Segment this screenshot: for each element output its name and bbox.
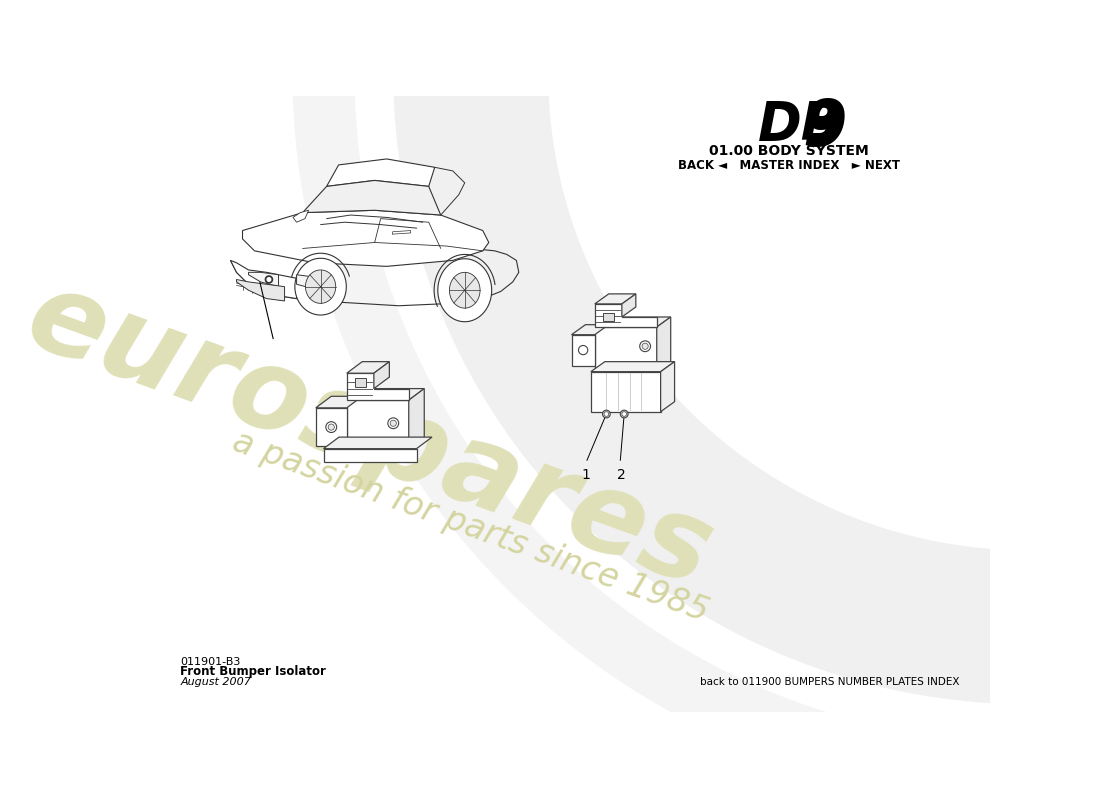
Text: 9: 9	[803, 98, 847, 159]
Polygon shape	[242, 210, 488, 266]
Text: 2: 2	[617, 468, 626, 482]
Text: 1: 1	[581, 468, 590, 482]
Circle shape	[642, 343, 648, 350]
Polygon shape	[572, 325, 608, 334]
Circle shape	[603, 410, 611, 418]
Polygon shape	[661, 362, 674, 412]
Polygon shape	[249, 272, 278, 286]
Polygon shape	[657, 317, 671, 373]
Polygon shape	[595, 294, 636, 304]
Polygon shape	[231, 260, 297, 298]
Polygon shape	[297, 274, 315, 289]
Polygon shape	[316, 396, 362, 408]
Polygon shape	[409, 389, 425, 450]
Polygon shape	[603, 313, 614, 321]
Circle shape	[640, 341, 650, 352]
Circle shape	[326, 422, 337, 433]
Polygon shape	[346, 400, 409, 450]
Text: 01.00 BODY SYSTEM: 01.00 BODY SYSTEM	[708, 145, 868, 158]
Polygon shape	[236, 279, 285, 301]
Polygon shape	[394, 0, 1100, 704]
Text: eurospares: eurospares	[13, 259, 727, 610]
Polygon shape	[323, 449, 417, 462]
Circle shape	[267, 278, 271, 282]
Polygon shape	[346, 362, 389, 373]
Polygon shape	[327, 159, 434, 186]
Circle shape	[620, 410, 628, 418]
Polygon shape	[354, 378, 366, 387]
Circle shape	[265, 276, 273, 283]
Circle shape	[579, 346, 587, 354]
Text: a passion for parts since 1985: a passion for parts since 1985	[228, 426, 713, 629]
Circle shape	[390, 420, 396, 426]
Polygon shape	[323, 437, 432, 449]
Text: DB: DB	[758, 99, 842, 151]
Polygon shape	[306, 270, 336, 303]
Circle shape	[621, 412, 627, 416]
Text: Front Bumper Isolator: Front Bumper Isolator	[180, 666, 326, 678]
Polygon shape	[450, 272, 480, 308]
Circle shape	[604, 412, 608, 416]
Polygon shape	[595, 304, 657, 327]
Polygon shape	[295, 258, 346, 315]
Polygon shape	[302, 181, 441, 215]
Polygon shape	[591, 362, 674, 372]
Polygon shape	[591, 372, 661, 412]
Text: back to 011900 BUMPERS NUMBER PLATES INDEX: back to 011900 BUMPERS NUMBER PLATES IND…	[700, 677, 959, 687]
Circle shape	[328, 424, 334, 430]
Polygon shape	[293, 0, 1028, 800]
Text: August 2007: August 2007	[180, 677, 251, 687]
Text: 011901-B3: 011901-B3	[180, 657, 241, 667]
Polygon shape	[374, 362, 389, 389]
Polygon shape	[595, 317, 671, 327]
Polygon shape	[621, 294, 636, 317]
Polygon shape	[438, 258, 492, 322]
Polygon shape	[346, 373, 409, 400]
Polygon shape	[316, 408, 346, 446]
Circle shape	[388, 418, 398, 429]
Text: BACK ◄   MASTER INDEX   ► NEXT: BACK ◄ MASTER INDEX ► NEXT	[678, 158, 900, 172]
Polygon shape	[595, 327, 657, 373]
Polygon shape	[293, 210, 309, 222]
Polygon shape	[572, 334, 595, 366]
Polygon shape	[346, 389, 425, 400]
